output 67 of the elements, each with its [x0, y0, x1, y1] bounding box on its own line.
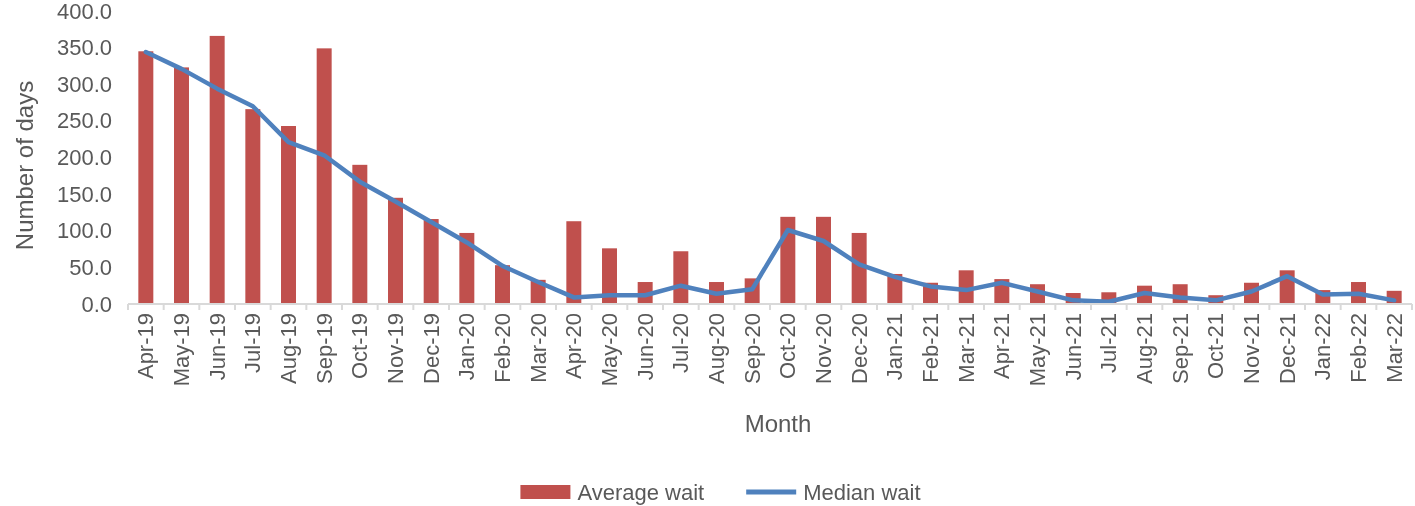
y-tick-label: 200.0: [56, 145, 112, 170]
bar: [673, 251, 689, 304]
x-tick-label: Jan-21: [882, 313, 908, 381]
bar: [816, 216, 831, 304]
legend-label: Average wait: [577, 479, 705, 505]
x-tick-label: Nov-21: [1239, 313, 1264, 384]
x-tick-label: Dec-20: [846, 313, 872, 384]
x-tick-label: May-21: [1025, 313, 1050, 387]
x-tick-label: Sep-20: [739, 313, 765, 384]
x-tick-label: Mar-21: [953, 313, 979, 383]
y-tick-label: 300.0: [56, 71, 112, 97]
bar: [388, 197, 403, 304]
bar: [495, 265, 510, 304]
x-tick-label: Mar-20: [525, 313, 551, 383]
bar: [281, 126, 296, 304]
y-axis-title: Number of days: [10, 80, 38, 251]
bar: [316, 48, 332, 304]
x-tick-label: Sep-19: [311, 313, 337, 384]
x-tick-label: Apr-21: [989, 313, 1015, 380]
x-tick-label: Mar-22: [1381, 313, 1407, 383]
x-axis-title: Month: [744, 409, 812, 437]
x-tick-label: May-20: [597, 313, 622, 387]
y-tick-label: 250.0: [56, 108, 112, 134]
bar: [459, 232, 475, 304]
x-tick-label: Aug-20: [704, 313, 729, 384]
x-tick-label: Oct-19: [347, 313, 373, 380]
legend-label: Median wait: [803, 479, 921, 505]
x-tick-label: Jan-20: [454, 313, 480, 381]
y-tick-label: 150.0: [56, 181, 112, 207]
x-tick-label: Apr-20: [561, 313, 587, 380]
y-tick-label: 0.0: [81, 291, 112, 317]
bar: [245, 109, 261, 304]
x-tick-label: Aug-21: [1132, 313, 1157, 384]
x-tick-label: Nov-20: [811, 313, 836, 384]
x-tick-label: Oct-20: [775, 313, 801, 380]
x-tick-label: Jul-21: [1096, 313, 1122, 373]
x-tick-label: Feb-21: [918, 313, 943, 383]
x-tick-label: Jul-19: [240, 313, 266, 373]
x-tick-label: Jan-22: [1310, 313, 1336, 381]
x-tick-label: Jun-21: [1060, 313, 1086, 381]
bar: [138, 51, 154, 304]
x-tick-label: Jul-20: [668, 313, 694, 373]
bar: [352, 164, 368, 304]
x-tick-label: Jun-20: [632, 313, 658, 381]
y-tick-label: 100.0: [56, 218, 112, 244]
bar: [174, 67, 189, 304]
x-tick-label: Apr-19: [133, 313, 159, 380]
x-tick-label: Jun-19: [204, 313, 230, 381]
x-tick-label: Dec-19: [418, 313, 444, 384]
x-tick-label: Aug-19: [276, 313, 301, 384]
x-tick-label: Oct-21: [1203, 313, 1229, 380]
x-tick-label: Feb-20: [490, 313, 515, 383]
x-tick-label: Feb-22: [1346, 313, 1371, 383]
y-tick-label: 50.0: [69, 254, 112, 280]
bar: [209, 35, 225, 304]
bar: [566, 221, 582, 304]
y-tick-label: 350.0: [56, 35, 112, 61]
x-tick-label: May-19: [169, 313, 194, 387]
bar: [851, 232, 867, 304]
bar: [602, 248, 617, 304]
bar: [423, 219, 439, 304]
bar: [780, 216, 796, 304]
x-tick-label: Nov-19: [383, 313, 408, 384]
x-tick-label: Sep-21: [1167, 313, 1193, 384]
x-tick-label: Dec-21: [1274, 313, 1300, 384]
y-tick-label: 400.0: [56, 0, 112, 24]
line-series: [143, 49, 1397, 305]
